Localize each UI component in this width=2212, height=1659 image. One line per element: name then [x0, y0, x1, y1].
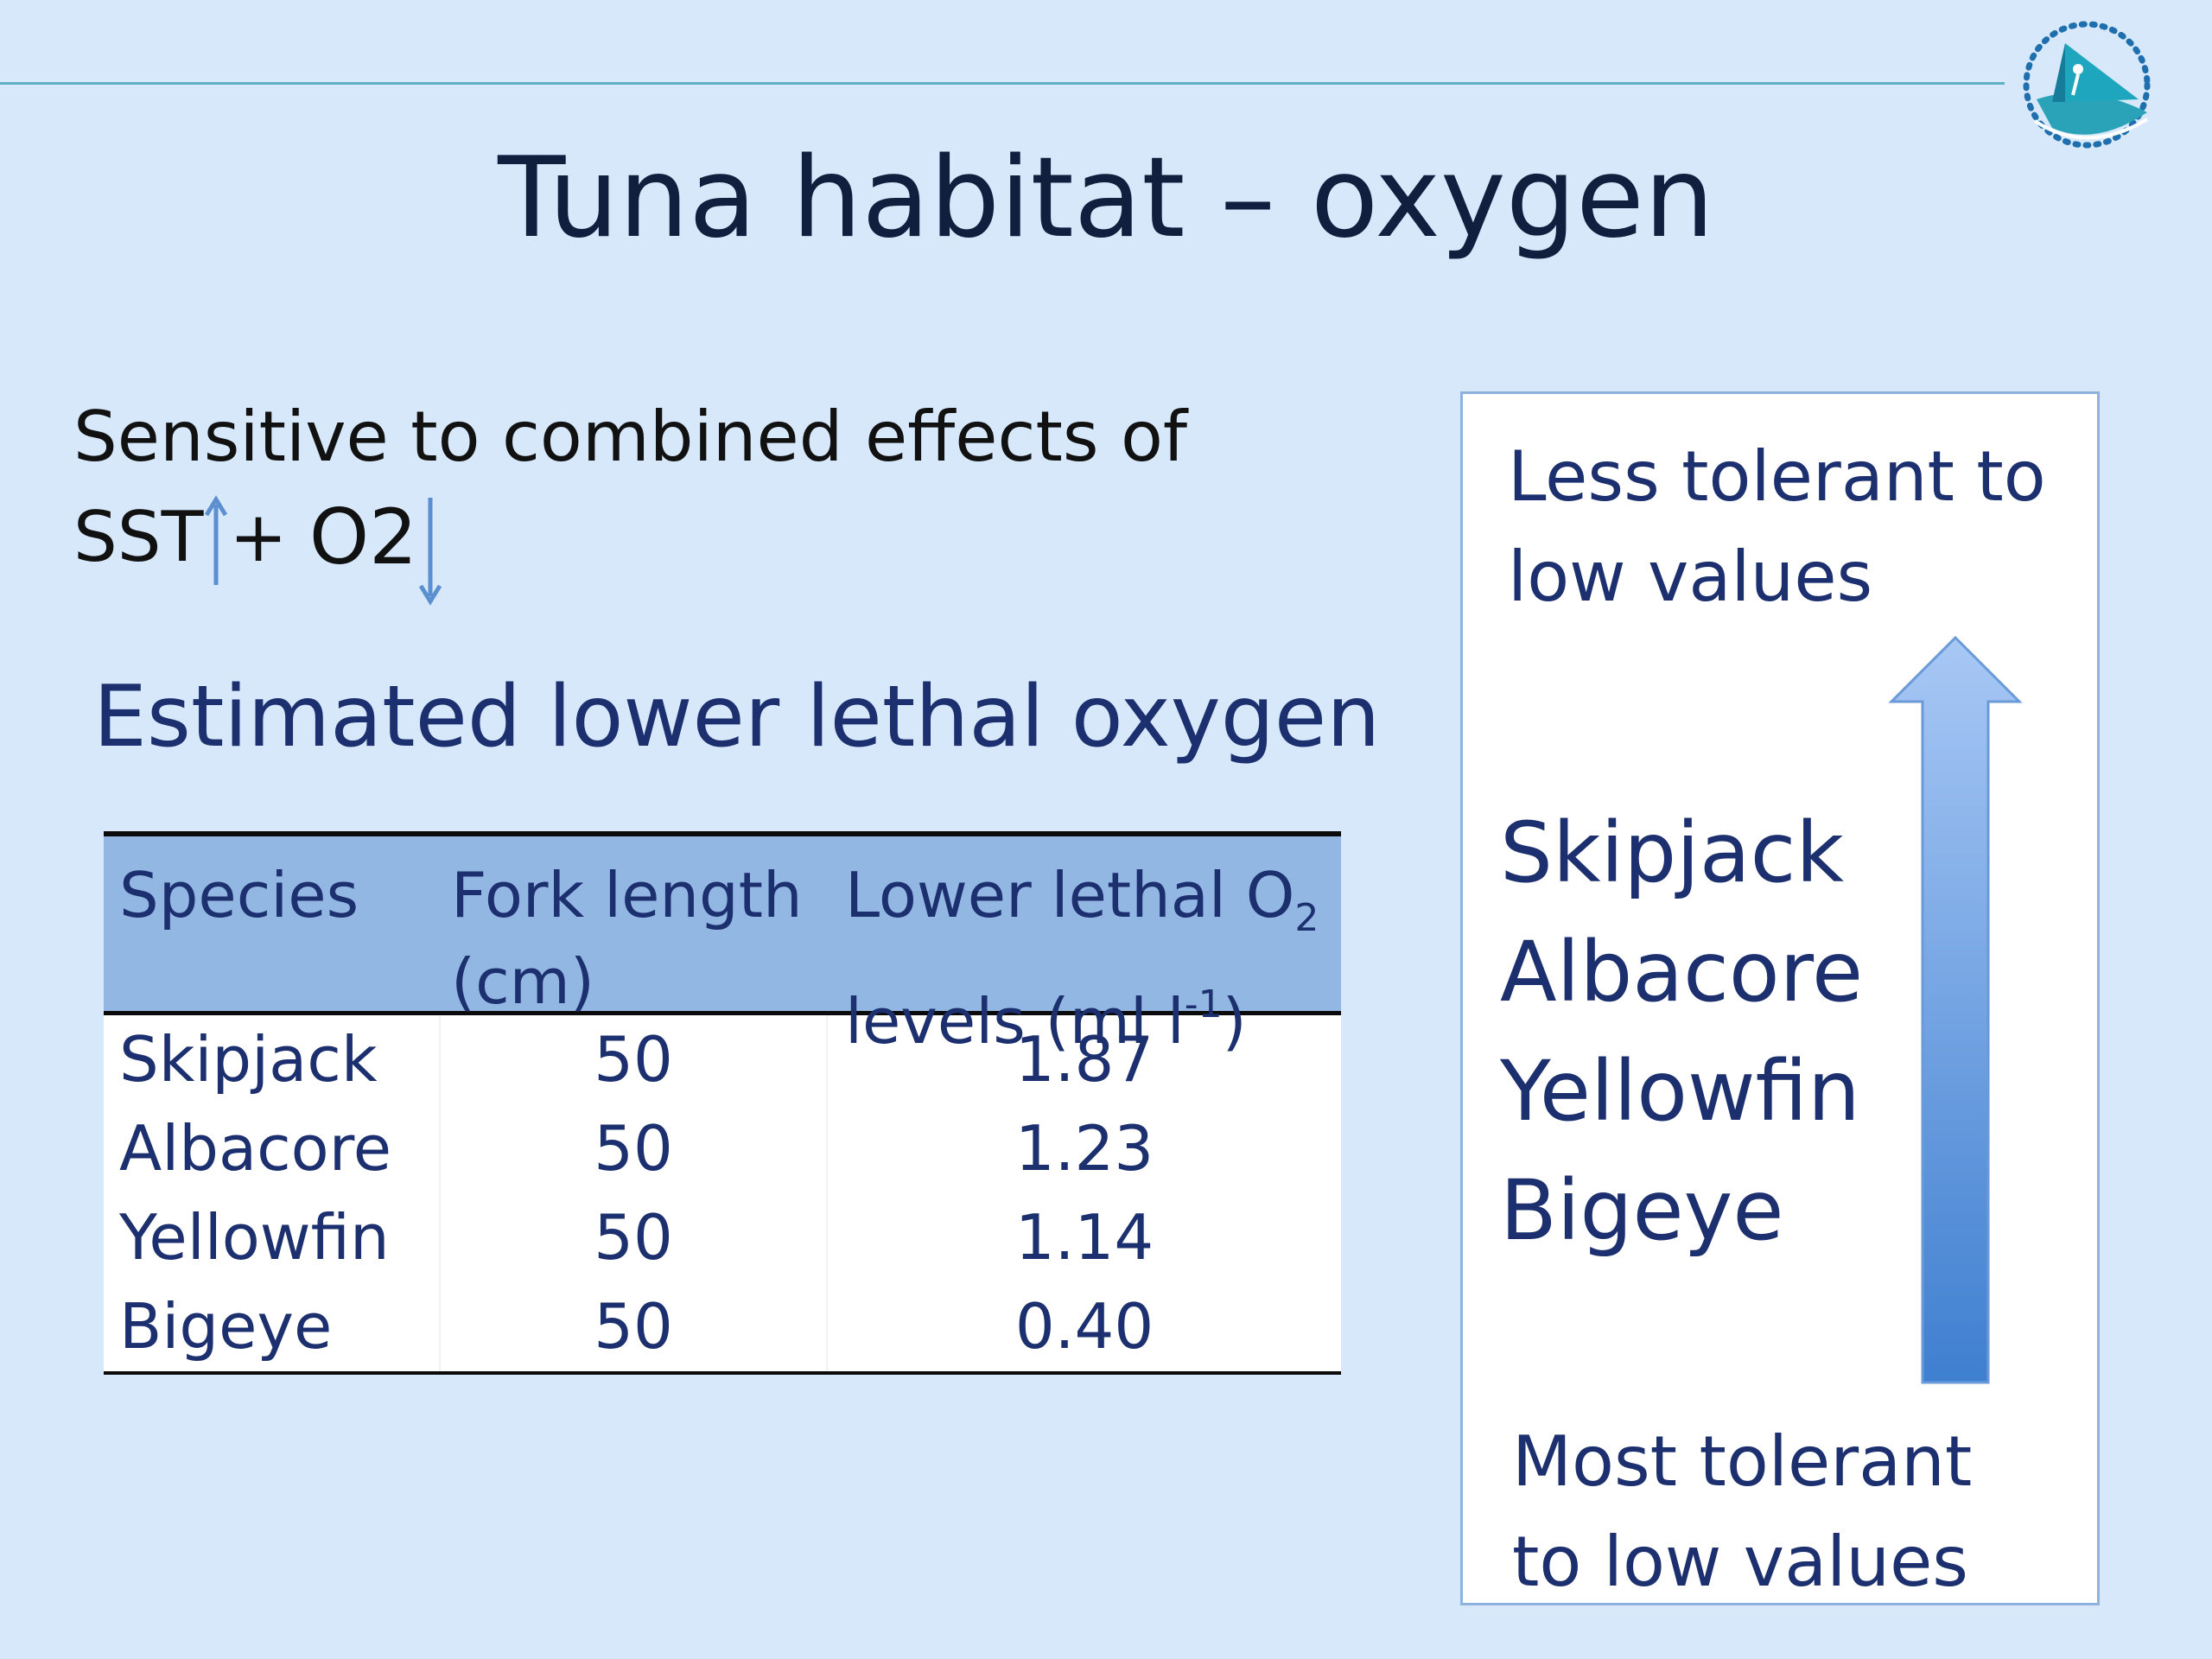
sst-label: SST — [73, 497, 204, 577]
intro-text: Sensitive to combined effects of SST + O… — [73, 387, 1187, 607]
list-item: Bigeye — [1500, 1162, 1784, 1259]
lethal-column: 1.87 1.23 1.14 0.40 — [828, 1015, 1341, 1371]
sail-logo-icon — [2023, 21, 2151, 149]
table-cell: 1.14 — [1014, 1201, 1154, 1274]
header-fork-length: Fork length (cm) — [451, 859, 803, 1018]
table-row: Skipjack — [119, 1023, 378, 1096]
table-cell: 1.87 — [1014, 1023, 1154, 1096]
table-header: Species Fork length (cm) Lower lethal O2… — [104, 836, 1341, 1058]
top-divider — [0, 82, 2005, 85]
table-row: Bigeye — [119, 1290, 333, 1363]
table-heading: Estimated lower lethal oxygen — [93, 668, 1381, 766]
list-item: Skipjack — [1500, 804, 1845, 901]
tolerance-panel: Less tolerant to low values Skipjack Alb… — [1460, 391, 2100, 1605]
slide-title: Tuna habitat – oxygen — [498, 134, 1714, 263]
table-cell: 50 — [594, 1112, 673, 1185]
plus-label: + — [229, 497, 288, 577]
arrow-up-icon — [1888, 635, 2023, 1384]
list-item: Yellowfin — [1500, 1043, 1860, 1140]
species-column: Skipjack Albacore Yellowfin Bigeye — [104, 1015, 441, 1371]
intro-line-2: SST + O2 — [73, 487, 1187, 607]
table-cell: 50 — [594, 1201, 673, 1274]
table-cell: 50 — [594, 1290, 673, 1363]
most-tolerant-label: Most tolerant to low values — [1512, 1421, 1973, 1602]
table-cell: 1.23 — [1014, 1112, 1154, 1185]
header-lower-lethal: Lower lethal O2 levels (ml l-1) — [845, 859, 1319, 1058]
table-row: Yellowfin — [119, 1201, 390, 1274]
list-item: Albacore — [1500, 924, 1864, 1020]
fork-length-column: 50 50 50 50 — [441, 1015, 828, 1371]
tolerance-species-list: Skipjack Albacore Yellowfin Bigeye — [1500, 793, 1863, 1270]
arrow-down-icon — [419, 498, 442, 606]
intro-line-1: Sensitive to combined effects of — [73, 397, 1188, 477]
table-cell: 50 — [594, 1023, 673, 1096]
less-tolerant-label: Less tolerant to low values — [1508, 436, 2046, 617]
table-body: Skipjack Albacore Yellowfin Bigeye 50 50… — [104, 1015, 1341, 1371]
table-cell: 0.40 — [1014, 1290, 1154, 1363]
header-species: Species — [119, 859, 359, 931]
lethal-oxygen-table: Species Fork length (cm) Lower lethal O2… — [104, 831, 1341, 1375]
o2-label: O2 — [308, 493, 418, 582]
table-row: Albacore — [119, 1112, 392, 1185]
arrow-up-icon — [205, 495, 228, 585]
